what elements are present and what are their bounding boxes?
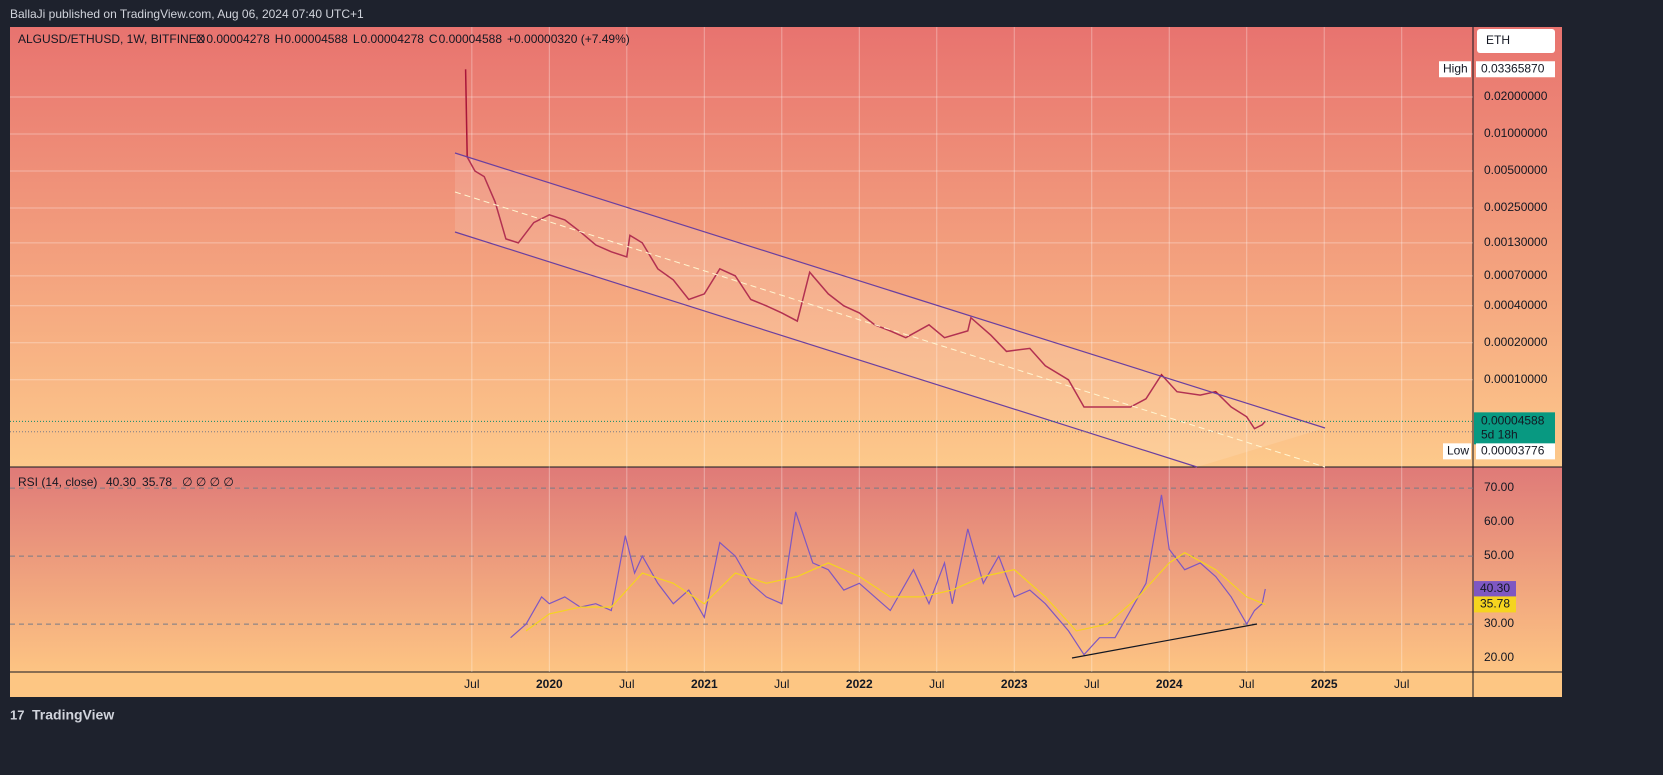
x-tick-label: Jul: [1394, 677, 1409, 691]
low-tag: [1443, 443, 1471, 460]
rsi-value-tag: [1474, 596, 1516, 613]
high-price: [1476, 61, 1555, 78]
rsi-value-tag: [1474, 581, 1516, 598]
price-pane: [10, 27, 1562, 467]
x-tick-label: 2021: [691, 677, 718, 691]
rsi-value: 40.30: [1480, 581, 1510, 595]
rsi-value: 35.78: [1480, 597, 1510, 611]
channel-fill: [455, 153, 1325, 467]
y-tick-label: 70.00: [1484, 480, 1514, 494]
y-tick-label: 0.00040000: [1484, 298, 1548, 312]
symbol-title: ALGUSD/ETHUSD, 1W, BITFINEX: [18, 32, 205, 46]
time-axis: [10, 672, 1562, 697]
countdown: 5d 18h: [1481, 428, 1518, 442]
ohlc-label: H: [275, 32, 284, 46]
currency-button[interactable]: [1477, 29, 1555, 53]
y-tick-label: 60.00: [1484, 514, 1514, 528]
y-tick-label: 30.00: [1484, 616, 1514, 630]
series-line: [464, 69, 1266, 430]
rsi-legend-value: 40.30: [106, 475, 136, 489]
x-tick-label: 2025: [1311, 677, 1338, 691]
legend-icons: ∅ ∅ ∅ ∅: [182, 475, 234, 489]
rsi-pane: [10, 467, 1562, 672]
logo-icon: 17: [10, 707, 24, 722]
ohlc-value: 0.00004278: [361, 32, 425, 46]
channel-upper: [454, 152, 1326, 429]
y-tick-label: 0.00250000: [1484, 200, 1548, 214]
low-value: 0.00003776: [1481, 444, 1545, 458]
y-tick-label: 50.00: [1484, 548, 1514, 562]
header: BallaJi published on TradingView.com, Au…: [10, 7, 364, 21]
x-tick-label: Jul: [1239, 677, 1254, 691]
ohlc-value: 0.00004588: [439, 32, 503, 46]
x-tick-label: Jul: [1084, 677, 1099, 691]
change: +0.00000320 (+7.49%): [507, 32, 630, 46]
x-tick-label: Jul: [619, 677, 634, 691]
rsi-trendline: [1071, 623, 1258, 659]
y-tick-label: 0.00130000: [1484, 235, 1548, 249]
y-tick-label: 0.00020000: [1484, 335, 1548, 349]
rsi-legend-value: 35.78: [142, 475, 172, 489]
high-value: 0.03365870: [1481, 61, 1545, 75]
last-price-tag: [1474, 412, 1555, 445]
y-tick-label: 20.00: [1484, 650, 1514, 664]
y-tick-label: 0.00070000: [1484, 268, 1548, 282]
x-tick-label: 2022: [846, 677, 873, 691]
y-tick-label: 0.00500000: [1484, 163, 1548, 177]
y-tick-label: 0.01000000: [1484, 126, 1548, 140]
x-tick-label: 2020: [536, 677, 563, 691]
y-tick-label: 0.00010000: [1484, 372, 1548, 386]
ohlc-label: L: [353, 32, 360, 46]
x-tick-label: Jul: [464, 677, 479, 691]
x-tick-label: 2024: [1156, 677, 1183, 691]
series-line: [510, 494, 1266, 656]
ohlc-label: O: [196, 32, 205, 46]
low-price: [1476, 443, 1555, 460]
last-price: 0.00004588: [1481, 414, 1545, 428]
high-tag: [1439, 61, 1471, 78]
series-line: [525, 552, 1266, 632]
channel-lower: [454, 231, 1198, 468]
currency[interactable]: ETH: [1486, 33, 1510, 47]
ohlc-label: C: [429, 32, 438, 46]
ohlc-value: 0.00004278: [206, 32, 270, 46]
y-tick-label: 0.02000000: [1484, 89, 1548, 103]
footer-logo: TradingView: [32, 707, 114, 723]
x-tick-label: 2023: [1001, 677, 1028, 691]
ohlc-value: 0.00004588: [284, 32, 348, 46]
rsi-title: RSI (14, close): [18, 475, 97, 489]
x-tick-label: Jul: [929, 677, 944, 691]
high-label: High: [1443, 61, 1468, 75]
low-label: Low: [1447, 444, 1469, 458]
x-tick-label: Jul: [774, 677, 789, 691]
